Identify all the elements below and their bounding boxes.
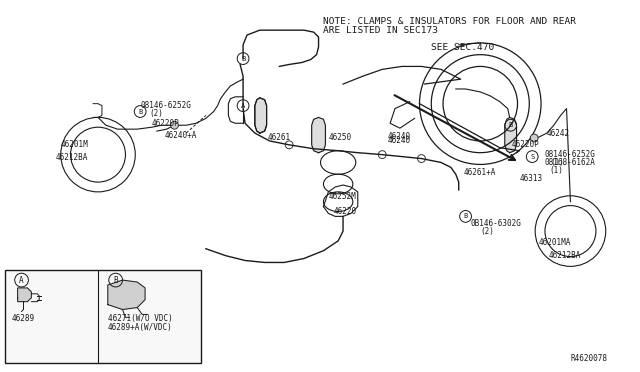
Bar <box>5 270 201 363</box>
Text: 46240: 46240 <box>387 132 410 141</box>
Text: (1): (1) <box>551 158 564 167</box>
Text: 08146-6252G: 08146-6252G <box>545 150 596 159</box>
Text: 46220: 46220 <box>333 207 356 216</box>
Text: ARE LISTED IN SEC173: ARE LISTED IN SEC173 <box>323 26 438 35</box>
Text: 46240: 46240 <box>387 136 410 145</box>
Text: SEE SEC.470: SEE SEC.470 <box>431 43 495 52</box>
Circle shape <box>531 134 538 142</box>
Text: 46252M: 46252M <box>328 192 356 201</box>
Text: 46250: 46250 <box>328 134 351 142</box>
Text: 46201M: 46201M <box>60 140 88 149</box>
Text: B: B <box>138 109 142 115</box>
Text: S: S <box>530 154 534 160</box>
Polygon shape <box>505 118 516 153</box>
Text: B: B <box>463 214 468 219</box>
Polygon shape <box>108 280 145 310</box>
Text: (1): (1) <box>549 166 563 175</box>
Text: 46240+A: 46240+A <box>164 131 197 140</box>
Text: 46313: 46313 <box>520 174 543 183</box>
Text: A: A <box>241 103 245 109</box>
Text: 46271(W/O VDC): 46271(W/O VDC) <box>108 314 173 323</box>
Text: 0B146-6302G: 0B146-6302G <box>470 219 522 228</box>
Text: 46220P: 46220P <box>511 140 539 149</box>
Text: B: B <box>509 122 513 128</box>
Text: 46261+A: 46261+A <box>463 168 496 177</box>
Text: B: B <box>113 276 118 285</box>
Text: (2): (2) <box>149 109 163 118</box>
Polygon shape <box>255 98 267 133</box>
Text: 46212BA: 46212BA <box>549 251 581 260</box>
Text: NOTE: CLAMPS & INSULATORS FOR FLOOR AND REAR: NOTE: CLAMPS & INSULATORS FOR FLOOR AND … <box>323 17 577 26</box>
Text: 46242: 46242 <box>547 129 570 138</box>
Text: 08168-6162A: 08168-6162A <box>545 158 596 167</box>
Text: 46220P: 46220P <box>152 119 180 128</box>
Text: 46289: 46289 <box>12 314 35 323</box>
Polygon shape <box>312 118 325 153</box>
Text: (2): (2) <box>480 227 494 235</box>
Circle shape <box>170 121 179 129</box>
Text: 46289+A(W/VDC): 46289+A(W/VDC) <box>108 323 173 332</box>
Text: 46261: 46261 <box>268 134 291 142</box>
Text: R4620078: R4620078 <box>571 355 608 363</box>
Text: 46201MA: 46201MA <box>539 238 572 247</box>
Text: B: B <box>241 55 245 62</box>
Text: 46212BA: 46212BA <box>56 153 88 162</box>
Text: A: A <box>19 276 24 285</box>
Text: 08146-6252G: 08146-6252G <box>140 101 191 110</box>
Polygon shape <box>18 288 31 302</box>
